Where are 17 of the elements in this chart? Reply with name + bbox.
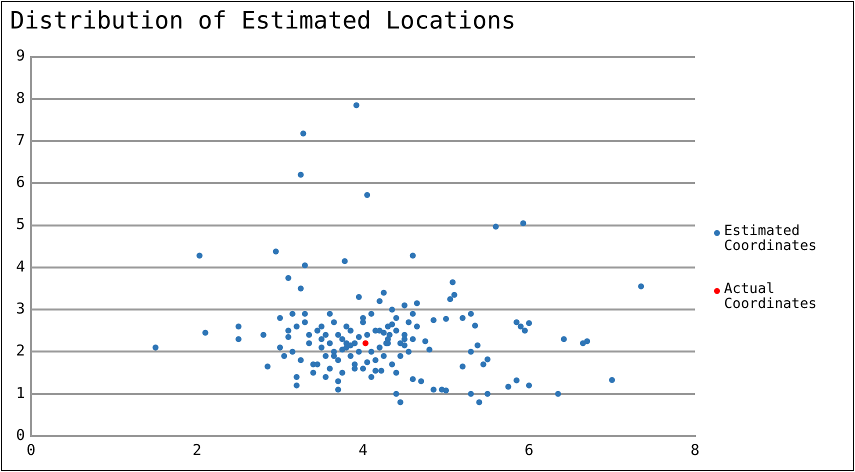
y-tick-label: 3 [16,299,26,318]
chart-title: Distribution of Estimated Locations [10,6,516,35]
y-tick-label: 1 [16,384,26,402]
y-tick-label: 2 [16,342,26,360]
y-tick-label: 0 [16,426,26,444]
y-tick-label: 7 [16,130,26,149]
x-tick-label: 2 [192,440,202,459]
y-tick-label: 5 [16,215,26,234]
y-tick-label: 8 [16,88,26,107]
x-tick-label: 4 [358,440,368,459]
legend-label: Estimated Coordinates [724,223,817,254]
x-tick-label: 8 [690,440,700,459]
y-tick-label: 4 [16,257,26,276]
y-tick-label: 6 [16,173,26,192]
y-tick-label: 9 [16,46,26,65]
legend-label: Actual Coordinates [724,281,817,312]
x-tick-label: 6 [524,440,534,459]
